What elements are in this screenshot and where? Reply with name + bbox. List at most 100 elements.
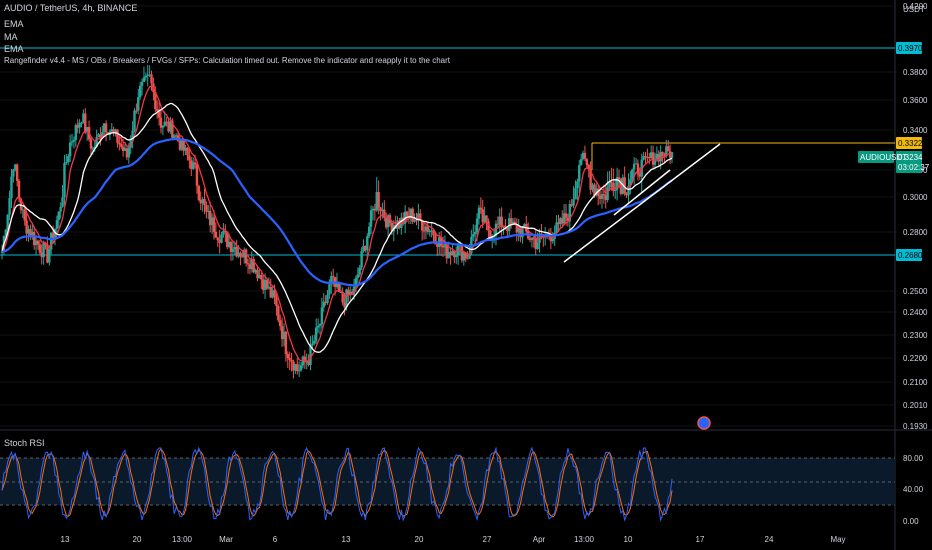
candle-body (280, 326, 284, 340)
candle-body (411, 208, 414, 222)
time-tick-label: 13 (61, 535, 70, 544)
candle-body (207, 210, 210, 212)
indicator-ema-slow-label[interactable]: EMA (4, 44, 24, 54)
candle-body (523, 224, 526, 228)
candle-body (4, 229, 7, 236)
candle-body (367, 226, 371, 237)
stoch-rsi-d-line (1, 447, 673, 518)
event-marker-icon (697, 416, 711, 430)
candle-body (239, 252, 242, 257)
candle-body (114, 129, 117, 133)
candle-body (485, 215, 488, 221)
candle-body (243, 249, 246, 258)
candle-body (40, 252, 43, 258)
candle-body (415, 220, 418, 222)
candle-body (63, 162, 66, 198)
candle-body (661, 152, 664, 156)
indicator-ma-label[interactable]: MA (4, 32, 18, 42)
candle-body (352, 286, 356, 295)
candle-body (441, 245, 445, 248)
candle-body (97, 134, 100, 138)
candle-body (604, 195, 607, 200)
candle-body (74, 125, 78, 140)
candle-body (466, 258, 469, 260)
candle-body (475, 218, 479, 233)
candle-body (350, 291, 354, 295)
candle-body (528, 238, 532, 241)
candle-body (229, 241, 233, 252)
candle-body (195, 164, 199, 186)
candle-body (72, 139, 76, 142)
candle-body (48, 249, 51, 263)
symbol-title[interactable]: AUDIO / TetherUS, 4h, BINANCE (4, 3, 138, 13)
candle-body (27, 229, 30, 234)
candle-body (483, 215, 486, 223)
candle-body (31, 231, 34, 238)
candle-body (133, 110, 136, 131)
candle-body (125, 148, 129, 158)
candle-body (632, 163, 636, 170)
candle-body (19, 198, 23, 210)
candle-body (581, 152, 585, 159)
price-tick-label: 0.4200 (903, 2, 928, 11)
candle-body (67, 156, 70, 162)
candle-body (144, 75, 148, 78)
candle-body (237, 252, 240, 257)
candle-body (513, 221, 517, 225)
candle-body (273, 290, 276, 298)
candle-body (112, 129, 115, 133)
price-tick-label: 0.3000 (903, 193, 928, 202)
candle-body (413, 220, 416, 222)
price-tick-label: 0.2500 (903, 287, 928, 296)
candle-body (21, 209, 25, 211)
candle-body (424, 226, 428, 231)
candle-body (184, 147, 187, 151)
candle-body (254, 269, 257, 273)
symbol-tag-bg (858, 151, 894, 163)
candle-body (80, 122, 83, 124)
upper-line-tag-bg (896, 42, 922, 54)
indicator-ema-label[interactable]: EMA (4, 19, 24, 29)
candle-body (227, 241, 231, 247)
candle-body (479, 207, 483, 210)
price-tick-label: 0.2200 (903, 354, 928, 363)
candle-body (12, 169, 15, 177)
candle-body (612, 182, 615, 191)
candle-body (595, 188, 598, 196)
candle-body (472, 234, 475, 237)
candle-body (417, 213, 420, 221)
stoch-rsi-label[interactable]: Stoch RSI (4, 438, 45, 448)
candle-body (324, 301, 327, 304)
candle-body (188, 155, 191, 161)
candle-body (629, 179, 632, 186)
candle-body (320, 307, 324, 325)
candle-body (260, 275, 263, 280)
candle-body (449, 252, 452, 255)
candle-body (284, 331, 288, 355)
candle-body (286, 354, 289, 359)
candle-body (258, 275, 261, 279)
candle-body (578, 165, 581, 182)
symbol-tag: AUDIOUSDT (860, 153, 907, 162)
candle-body (199, 200, 202, 204)
candle-body (430, 230, 433, 232)
candle-body (383, 209, 386, 218)
candle-body (131, 130, 134, 141)
candle-body (432, 230, 435, 236)
candle-body (670, 152, 674, 158)
candle-body (57, 211, 60, 221)
time-tick-label: 13:00 (172, 535, 193, 544)
candle-body (328, 284, 331, 295)
candle-body (277, 306, 280, 321)
candle-body (305, 361, 308, 363)
candle-body (517, 227, 520, 233)
candle-body (297, 370, 301, 372)
candle-body (490, 235, 494, 240)
candle-body (296, 364, 299, 372)
candle-body (326, 294, 329, 304)
candle-body (288, 358, 291, 360)
candle-body (434, 235, 437, 245)
rsi-tick-label: 40.00 (903, 485, 924, 494)
